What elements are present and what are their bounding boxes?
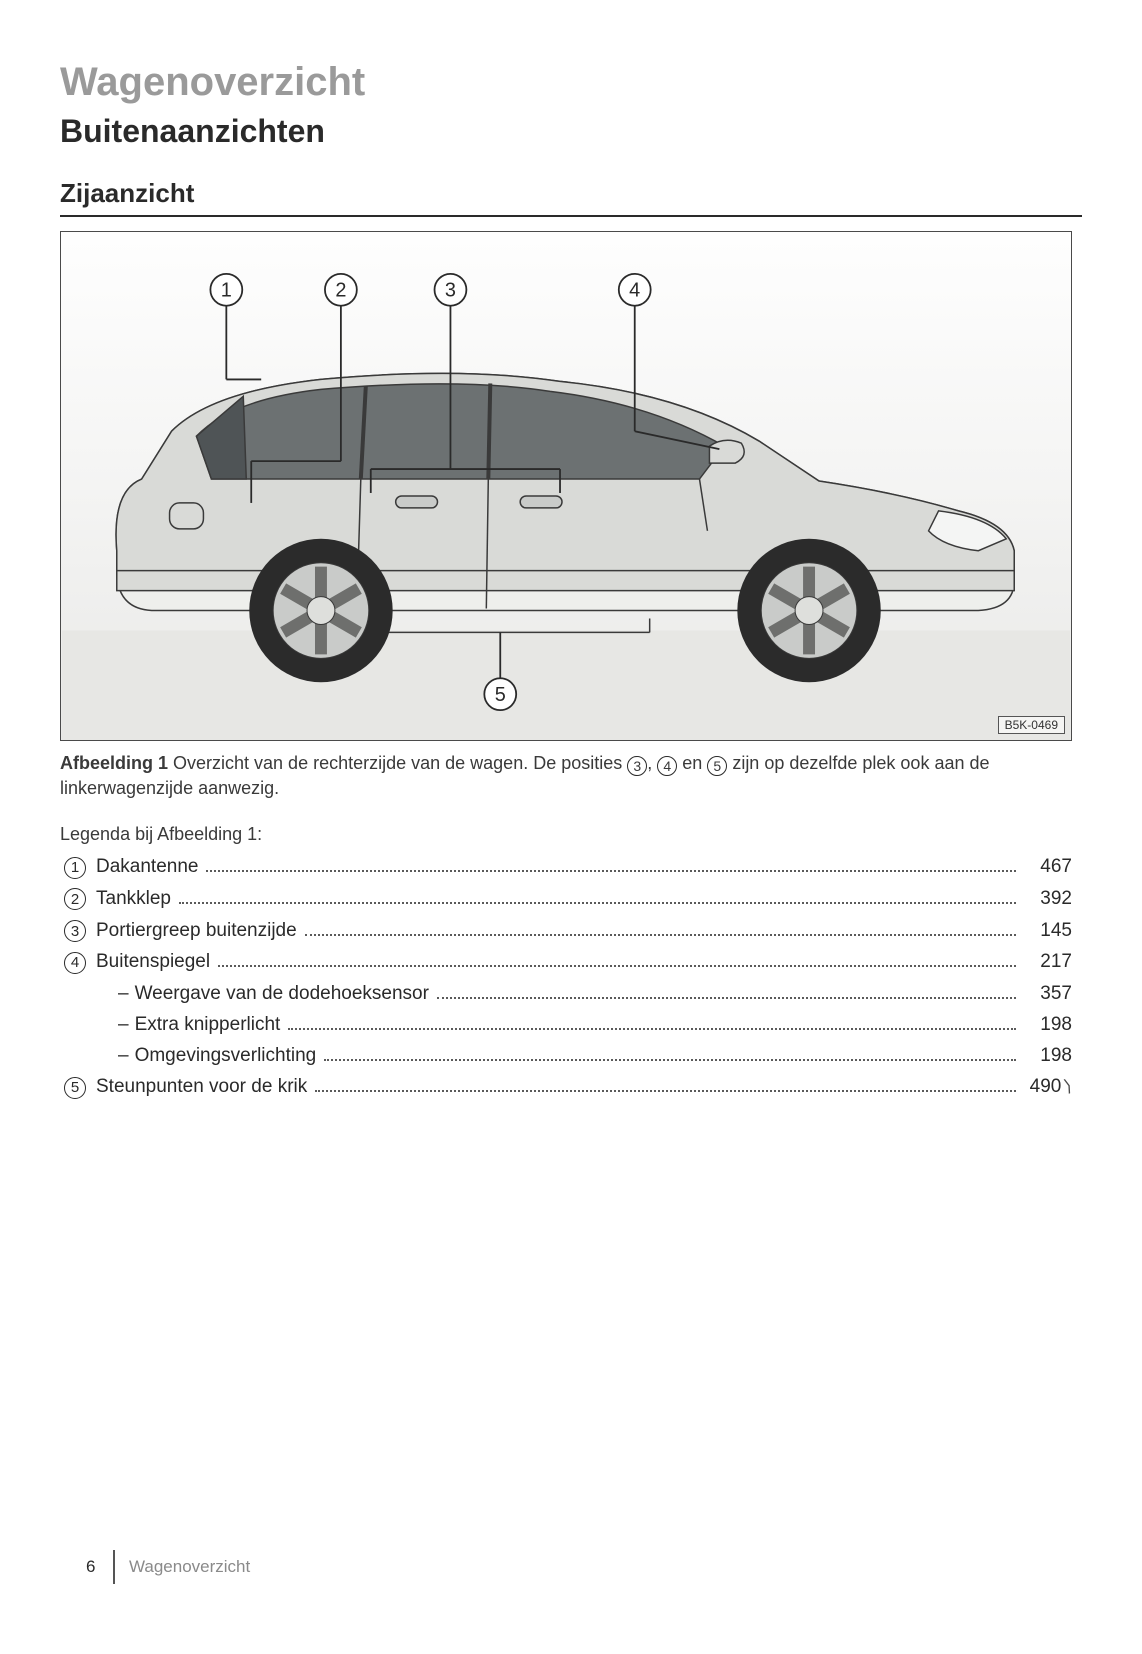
legend-sublabel: –Extra knipperlicht bbox=[112, 1014, 280, 1036]
legend-number: 5 bbox=[60, 1077, 90, 1099]
footer-separator bbox=[113, 1550, 115, 1584]
chapter-title: Wagenoverzicht bbox=[60, 60, 1082, 105]
caption-ref-4: 4 bbox=[657, 756, 677, 776]
legend-label: Tankklep bbox=[90, 888, 171, 910]
legend-row: 4Buitenspiegel 217 bbox=[60, 950, 1072, 974]
legend-dots bbox=[206, 855, 1016, 872]
legend-dots bbox=[305, 918, 1016, 935]
legend-page: 357 bbox=[1024, 983, 1072, 1005]
subsection-title: Zijaanzicht bbox=[60, 178, 1082, 217]
legend-subrow: –Weergave van de dodehoeksensor 357 bbox=[60, 982, 1072, 1005]
figure-code: B5K-0469 bbox=[998, 716, 1065, 734]
legend-dots bbox=[288, 1013, 1016, 1030]
figure-side-view: 1 2 3 4 5 B5K-0469 bbox=[60, 231, 1072, 741]
legend-sublabel: –Weergave van de dodehoeksensor bbox=[112, 983, 429, 1005]
callout-3: 3 bbox=[445, 280, 456, 302]
section-title: Buitenaanzichten bbox=[60, 113, 1082, 150]
callout-5: 5 bbox=[495, 684, 506, 706]
legend-sublabel: –Omgevingsverlichting bbox=[112, 1045, 316, 1067]
caption-text-a: Overzicht van de rechterzijde van de wag… bbox=[168, 753, 627, 773]
legend-number: 2 bbox=[60, 888, 90, 910]
legend-page: 392 bbox=[1024, 888, 1072, 910]
footer-section-title: Wagenoverzicht bbox=[129, 1557, 250, 1577]
legend-dots bbox=[324, 1044, 1016, 1061]
legend-page: 145 bbox=[1024, 920, 1072, 942]
legend-label: Steunpunten voor de krik bbox=[90, 1076, 307, 1098]
legend-intro: Legenda bij Afbeelding 1: bbox=[60, 824, 1082, 845]
legend-number: 3 bbox=[60, 920, 90, 942]
legend-subrow: –Extra knipperlicht 198 bbox=[60, 1013, 1072, 1036]
legend-page: 490⟩ bbox=[1024, 1076, 1072, 1098]
legend-page: 198 bbox=[1024, 1045, 1072, 1067]
callout-4: 4 bbox=[629, 280, 640, 302]
legend-row: 2Tankklep 392 bbox=[60, 887, 1072, 911]
legend-page: 217 bbox=[1024, 951, 1072, 973]
legend-dots bbox=[437, 982, 1016, 999]
figure-caption: Afbeelding 1 Overzicht van de rechterzij… bbox=[60, 751, 1072, 800]
legend-dots bbox=[218, 950, 1016, 967]
car-diagram-svg: 1 2 3 4 5 bbox=[61, 232, 1071, 740]
legend-number: 4 bbox=[60, 952, 90, 974]
legend-page: 198 bbox=[1024, 1014, 1072, 1036]
legend-page: 467 bbox=[1024, 856, 1072, 878]
callout-1: 1 bbox=[221, 280, 232, 302]
legend-dots bbox=[315, 1075, 1016, 1092]
legend-row: 3Portiergreep buitenzijde 145 bbox=[60, 918, 1072, 942]
caption-ref-5: 5 bbox=[707, 756, 727, 776]
legend-dots bbox=[179, 887, 1016, 904]
caption-text-c: en bbox=[677, 753, 707, 773]
callout-2: 2 bbox=[335, 280, 346, 302]
caption-ref-3: 3 bbox=[627, 756, 647, 776]
legend-label: Portiergreep buitenzijde bbox=[90, 920, 297, 942]
caption-text-b: , bbox=[647, 753, 657, 773]
legend-label: Buitenspiegel bbox=[90, 951, 210, 973]
footer-page-number: 6 bbox=[86, 1557, 113, 1577]
legend-number: 1 bbox=[60, 857, 90, 879]
page-footer: 6 Wagenoverzicht bbox=[86, 1550, 250, 1584]
legend-subrow: –Omgevingsverlichting 198 bbox=[60, 1044, 1072, 1067]
legend-label: Dakantenne bbox=[90, 856, 198, 878]
legend-row: 1Dakantenne 467 bbox=[60, 855, 1072, 879]
caption-bold: Afbeelding 1 bbox=[60, 753, 168, 773]
legend-row: 5Steunpunten voor de krik 490⟩ bbox=[60, 1075, 1072, 1099]
legend-list: 1Dakantenne 467 2Tankklep 392 3Portiergreep … bbox=[60, 855, 1072, 1098]
